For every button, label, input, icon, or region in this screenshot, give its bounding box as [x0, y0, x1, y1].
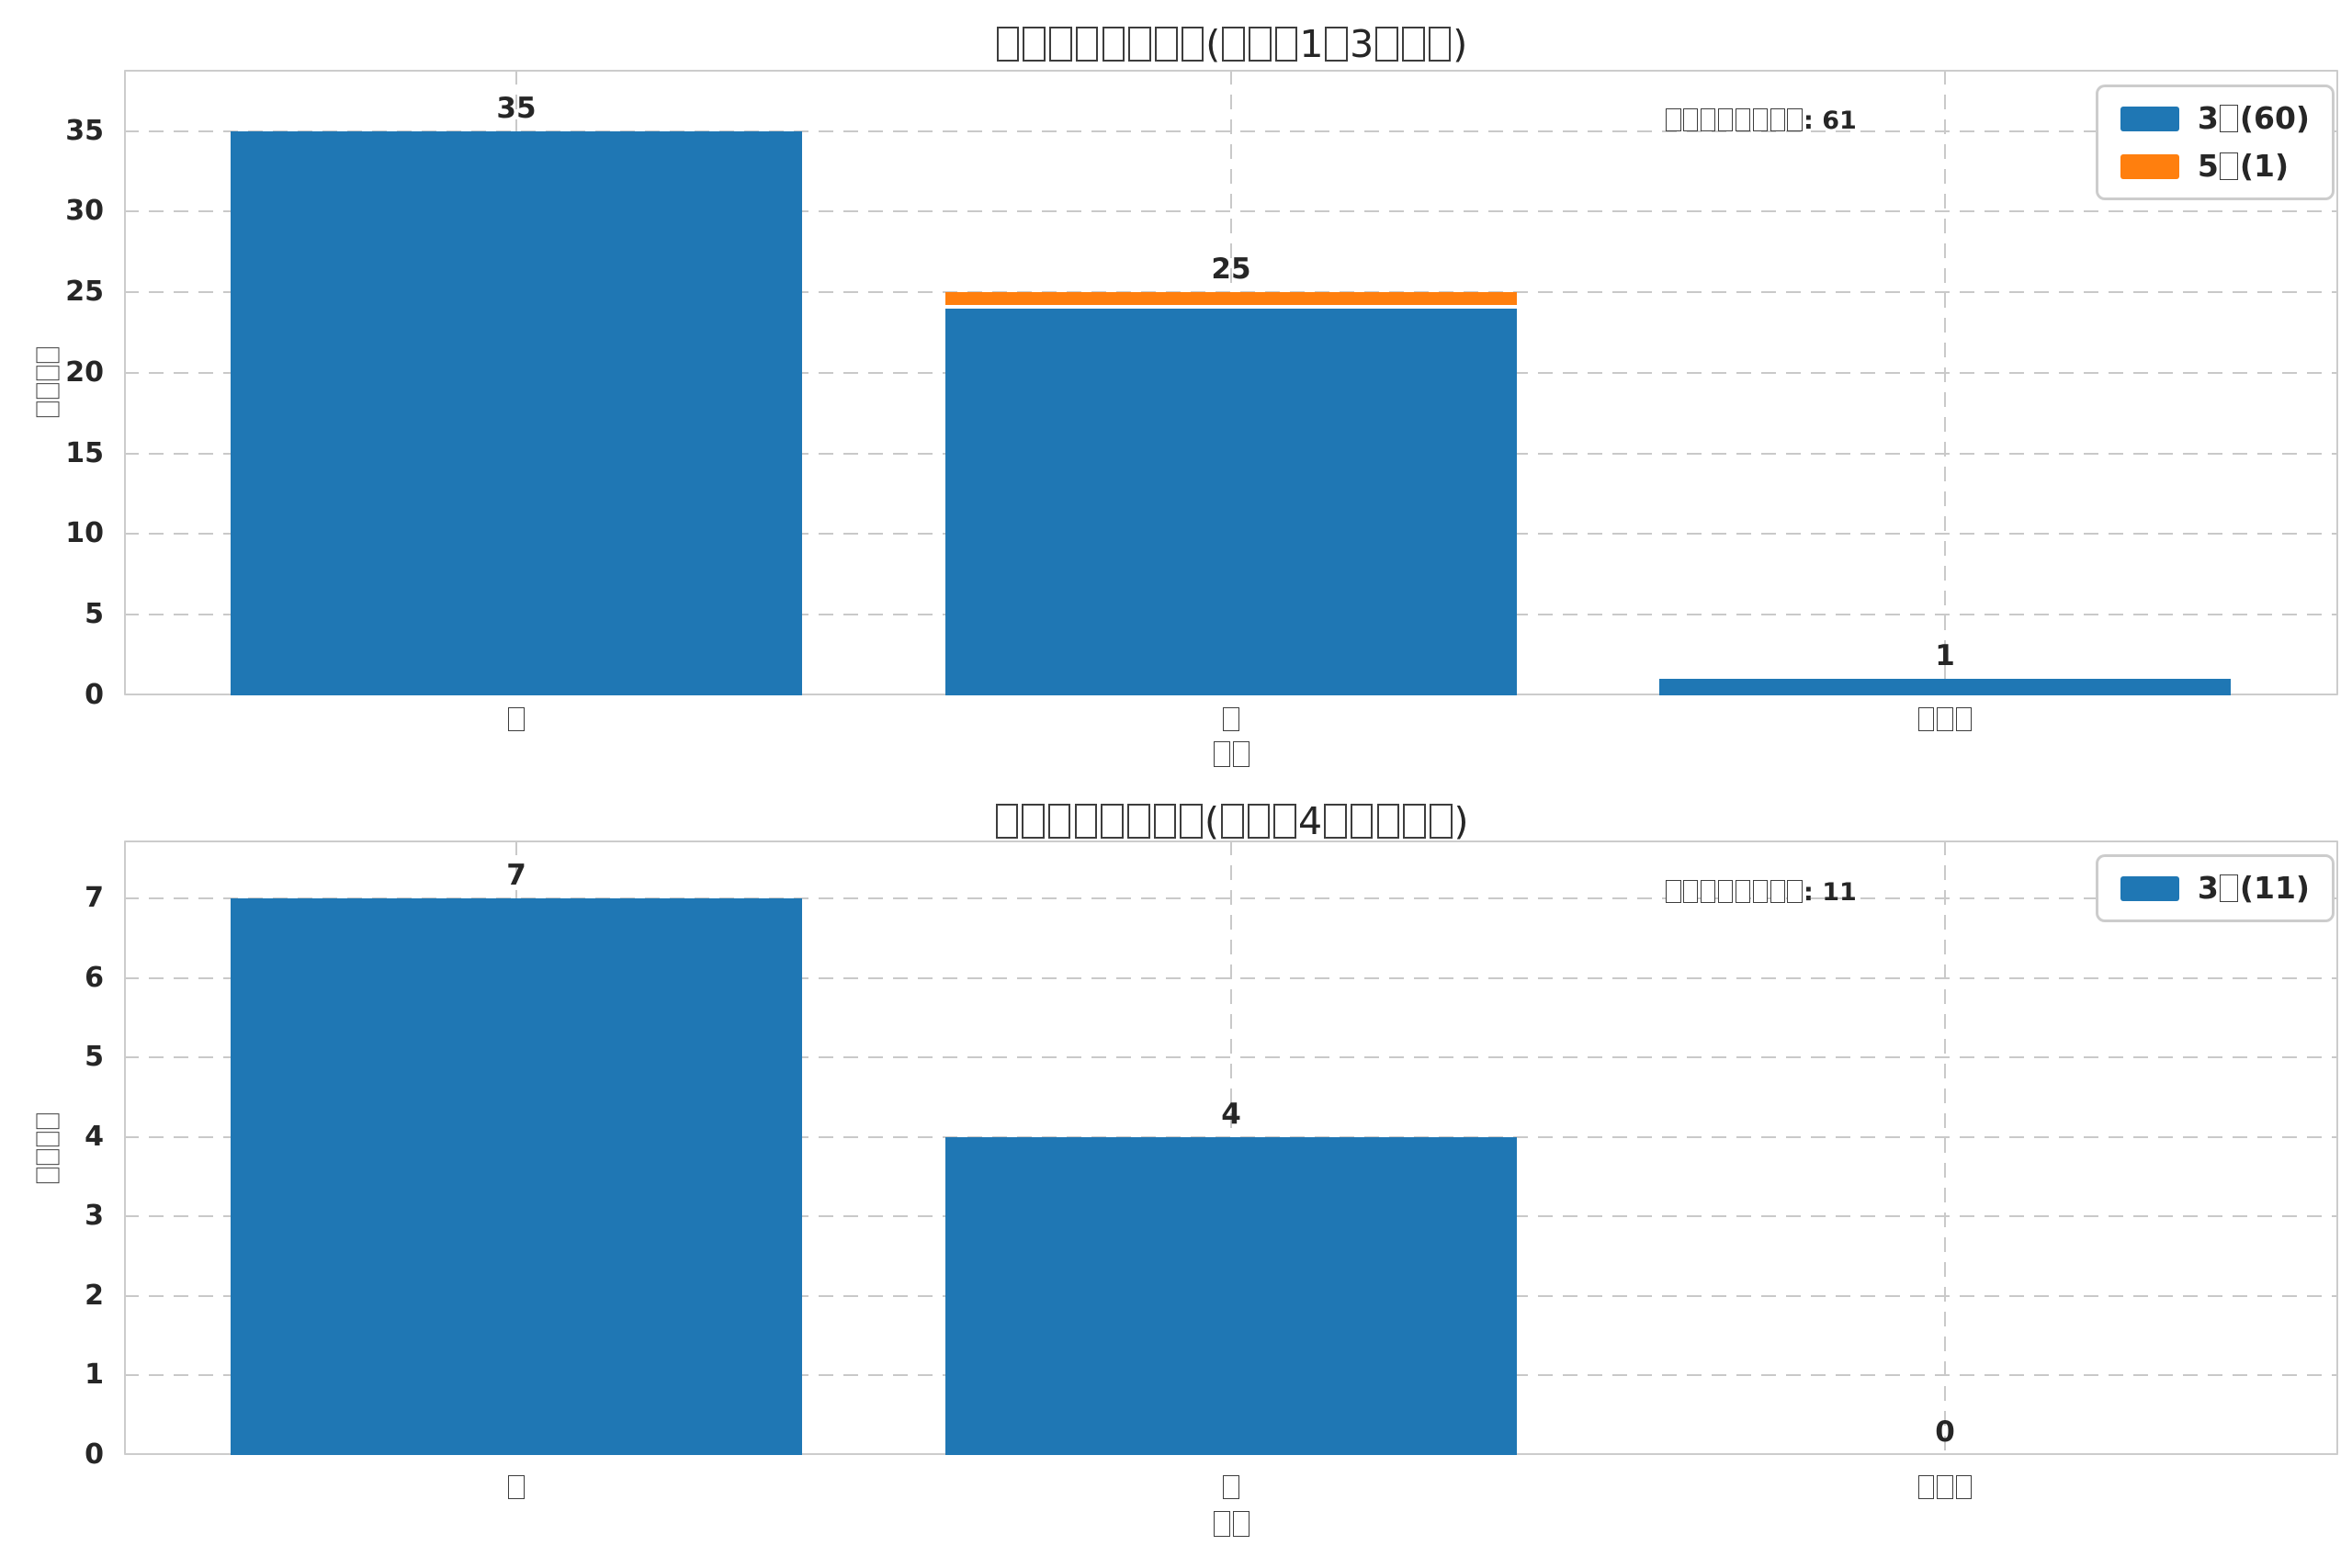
missing-glyph-box [1248, 27, 1272, 62]
missing-glyph-box [1222, 27, 1245, 62]
gridline-vertical [1944, 840, 1946, 1455]
missing-glyph-box [1429, 804, 1453, 839]
missing-glyph-box [1666, 108, 1681, 132]
missing-glyph-box [1428, 27, 1452, 62]
missing-glyph-box [1126, 804, 1150, 839]
missing-glyph-box [1666, 880, 1681, 904]
missing-glyph-box [1770, 108, 1785, 132]
missing-glyph-box [1221, 804, 1244, 839]
missing-glyph-box [36, 365, 60, 381]
missing-glyph-box [36, 383, 60, 400]
plot-area [124, 70, 2338, 695]
missing-glyph-box [1022, 804, 1045, 839]
missing-glyph-box [36, 347, 60, 364]
missing-glyph-box [1770, 880, 1785, 904]
missing-glyph-box [1375, 27, 1398, 62]
missing-glyph-box [1735, 880, 1751, 904]
missing-glyph-box [1247, 804, 1271, 839]
missing-glyph-box [1153, 804, 1177, 839]
missing-glyph-box [1154, 27, 1178, 62]
chart-title: (4) [124, 799, 2338, 843]
missing-glyph-box [1717, 880, 1734, 904]
missing-glyph-box [2220, 874, 2239, 902]
chart-title: (1 3) [124, 22, 2338, 66]
missing-glyph-box [995, 804, 1019, 839]
missing-glyph-box [1683, 108, 1699, 132]
missing-glyph-box [1232, 1511, 1250, 1537]
missing-glyph-box [36, 1131, 60, 1147]
legend-entry: 3 (11) [2120, 872, 2310, 905]
gridline-vertical [1944, 70, 1946, 695]
missing-glyph-box [1047, 804, 1071, 839]
legend-label: 3 (11) [2197, 870, 2310, 906]
legend-label: 3 (60) [2197, 100, 2310, 136]
missing-glyph-box [1787, 108, 1803, 132]
missing-glyph-box [1735, 108, 1751, 132]
missing-glyph-box [1350, 804, 1374, 839]
plot-area [124, 840, 2338, 1455]
legend-swatch [2120, 875, 2179, 901]
missing-glyph-box [1376, 804, 1400, 839]
x-axis-label [124, 739, 2338, 771]
missing-glyph-box [1273, 804, 1296, 839]
y-axis-label [33, 346, 63, 418]
missing-glyph-box [1023, 27, 1046, 62]
total-annotation: : 11 [1665, 878, 1857, 907]
missing-glyph-box [36, 1167, 60, 1183]
missing-glyph-box [1274, 27, 1298, 62]
missing-glyph-box [36, 1149, 60, 1166]
missing-glyph-box [1717, 108, 1734, 132]
legend-label: 5 (1) [2197, 148, 2290, 184]
total-annotation: : 61 [1665, 107, 1857, 135]
missing-glyph-box [1101, 804, 1124, 839]
missing-glyph-box [1752, 880, 1768, 904]
missing-glyph-box [1752, 108, 1768, 132]
missing-glyph-box [2220, 104, 2239, 132]
legend-swatch [2120, 153, 2179, 179]
missing-glyph-box [1181, 27, 1204, 62]
missing-glyph-box [1213, 741, 1230, 767]
y-axis-label [33, 1112, 63, 1184]
missing-glyph-box [1074, 804, 1098, 839]
missing-glyph-box [996, 27, 1020, 62]
missing-glyph-box [1075, 27, 1099, 62]
legend-swatch [2120, 106, 2179, 131]
legend-entry: 5 (1) [2120, 150, 2289, 183]
missing-glyph-box [1180, 804, 1203, 839]
missing-glyph-box [1102, 27, 1125, 62]
x-axis-label [124, 1508, 2338, 1540]
missing-glyph-box [1128, 27, 1151, 62]
legend: 3 (60) 5 (1) [2095, 85, 2335, 200]
legend: 3 (11) [2095, 854, 2335, 922]
missing-glyph-box [1403, 804, 1426, 839]
legend-entry: 3 (60) [2120, 102, 2310, 135]
missing-glyph-box [1701, 108, 1716, 132]
missing-glyph-box [36, 400, 60, 417]
missing-glyph-box [1325, 27, 1349, 62]
missing-glyph-box [2220, 152, 2239, 180]
missing-glyph-box [1232, 741, 1250, 767]
missing-glyph-box [1683, 880, 1699, 904]
missing-glyph-box [1401, 27, 1425, 62]
missing-glyph-box [1787, 880, 1803, 904]
missing-glyph-box [1701, 880, 1716, 904]
missing-glyph-box [1049, 27, 1072, 62]
missing-glyph-box [1213, 1511, 1230, 1537]
missing-glyph-box [1324, 804, 1347, 839]
missing-glyph-box [36, 1113, 60, 1130]
